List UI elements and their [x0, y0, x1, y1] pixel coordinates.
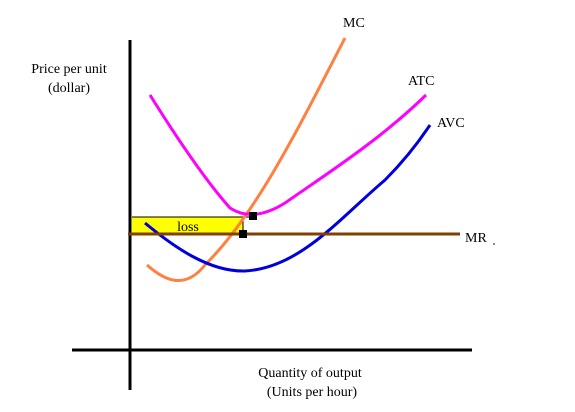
atc-curve: [148, 93, 428, 216]
mc-curve: [146, 37, 347, 283]
mc-label: MC: [343, 16, 365, 31]
y-axis-label-line1: Price per unit: [31, 62, 107, 77]
mc-mr-intersection-marker: [239, 230, 247, 238]
loss-area: [132, 217, 243, 234]
x-axis-label-line1: Quantity of output: [258, 366, 362, 381]
avc-curve: [144, 124, 432, 273]
mr-label-dot: [493, 243, 495, 245]
loss-label: loss: [177, 220, 199, 235]
mr-label: MR: [465, 231, 487, 246]
mc-atc-intersection-marker: [249, 212, 257, 220]
avc-label: AVC: [437, 116, 465, 131]
x-axis-label-line2: (Units per hour): [267, 385, 358, 400]
y-axis-label-line2: (dollar): [48, 81, 90, 96]
atc-label: ATC: [408, 74, 434, 89]
